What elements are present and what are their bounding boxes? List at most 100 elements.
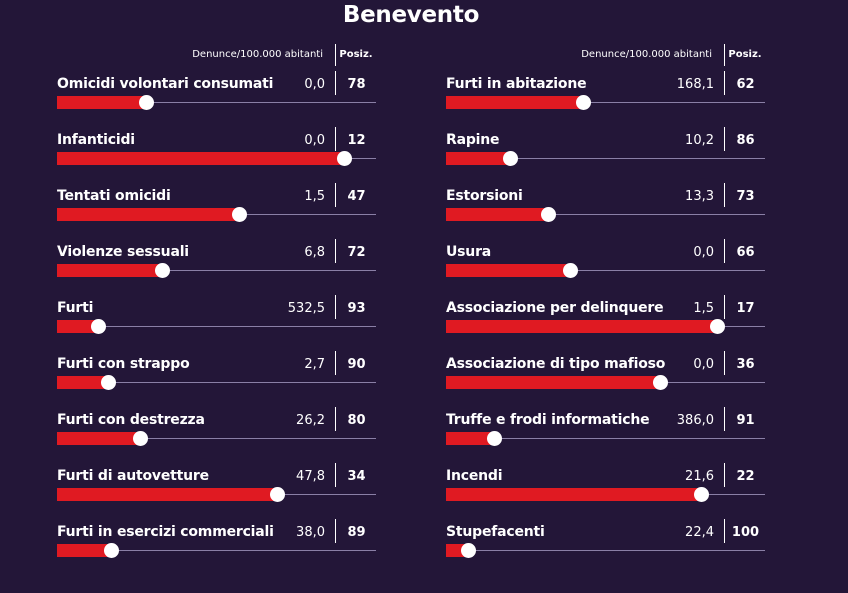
rank-position: 91 xyxy=(736,413,755,428)
crime-label: Furti con destrezza xyxy=(57,412,205,428)
crime-label: Estorsioni xyxy=(446,188,523,204)
rank-position: 17 xyxy=(736,301,755,316)
crime-label: Furti con strappo xyxy=(57,356,190,372)
bar-track xyxy=(57,326,376,327)
rate-value: 21,6 xyxy=(685,469,714,484)
rank-position: 73 xyxy=(736,189,755,204)
rank-position: 66 xyxy=(736,245,755,260)
crime-row: Stupefacenti 22,4 100 xyxy=(446,514,766,570)
rank-position: 90 xyxy=(347,357,366,372)
rate-value: 6,8 xyxy=(304,245,325,260)
value-divider xyxy=(335,239,336,263)
bar-track xyxy=(57,270,376,271)
bar-knob xyxy=(139,95,154,110)
crime-label: Tentati omicidi xyxy=(57,188,171,204)
header-divider xyxy=(335,44,336,66)
rank-position: 47 xyxy=(347,189,366,204)
rank-position: 80 xyxy=(347,413,366,428)
bar-knob xyxy=(576,95,591,110)
bar-fill xyxy=(446,376,660,389)
posiz-header: Posiz. xyxy=(728,49,762,60)
crime-row: Incendi 21,6 22 xyxy=(446,458,766,514)
bar-knob xyxy=(91,319,106,334)
crime-label: Associazione di tipo mafioso xyxy=(446,356,666,372)
bar-fill xyxy=(57,376,108,389)
rank-position: 36 xyxy=(736,357,755,372)
value-divider xyxy=(335,407,336,431)
bar-knob xyxy=(541,207,556,222)
rate-value: 386,0 xyxy=(676,413,714,428)
bar-track xyxy=(57,550,376,551)
value-divider xyxy=(335,463,336,487)
rate-value: 0,0 xyxy=(693,357,714,372)
bar-track xyxy=(57,382,376,383)
denunce-header: Denunce/100.000 abitanti xyxy=(192,49,323,60)
bar-knob xyxy=(104,543,119,558)
value-divider xyxy=(724,183,725,207)
crime-label: Incendi xyxy=(446,468,503,484)
crime-row: Furti di autovetture 47,8 34 xyxy=(57,458,377,514)
rate-value: 532,5 xyxy=(287,301,325,316)
rate-value: 38,0 xyxy=(296,525,325,540)
crime-label: Furti di autovetture xyxy=(57,468,209,484)
bar-knob xyxy=(503,151,518,166)
bar-fill xyxy=(446,320,717,333)
bar-fill xyxy=(446,208,548,221)
value-divider xyxy=(724,407,725,431)
bar-knob xyxy=(461,543,476,558)
bar-knob xyxy=(155,263,170,278)
bar-knob xyxy=(653,375,668,390)
rate-value: 22,4 xyxy=(685,525,714,540)
crime-row: Usura 0,0 66 xyxy=(446,234,766,290)
bar-knob xyxy=(101,375,116,390)
rate-value: 13,3 xyxy=(685,189,714,204)
bar-fill xyxy=(446,488,701,501)
rate-value: 0,0 xyxy=(693,245,714,260)
bar-track xyxy=(446,550,765,551)
crime-row: Infanticidi 0,0 12 xyxy=(57,122,377,178)
crime-row: Rapine 10,2 86 xyxy=(446,122,766,178)
rate-value: 1,5 xyxy=(304,189,325,204)
rank-position: 72 xyxy=(347,245,366,260)
bar-track xyxy=(446,158,765,159)
crime-label: Infanticidi xyxy=(57,132,135,148)
value-divider xyxy=(724,295,725,319)
value-divider xyxy=(724,71,725,95)
bar-fill xyxy=(57,96,146,109)
bar-fill xyxy=(57,320,98,333)
right-rows: Furti in abitazione 168,1 62 Rapine 10,2 86 Es… xyxy=(446,66,766,570)
value-divider xyxy=(724,351,725,375)
rate-value: 26,2 xyxy=(296,413,325,428)
bar-fill xyxy=(57,432,140,445)
bar-knob xyxy=(232,207,247,222)
rank-position: 93 xyxy=(347,301,366,316)
right-column: Denunce/100.000 abitanti Posiz. Furti in… xyxy=(446,44,766,570)
crime-row: Tentati omicidi 1,5 47 xyxy=(57,178,377,234)
crime-label: Stupefacenti xyxy=(446,524,545,540)
posiz-header: Posiz. xyxy=(339,49,373,60)
bar-knob xyxy=(487,431,502,446)
header-divider xyxy=(724,44,725,66)
crime-label: Usura xyxy=(446,244,492,260)
crime-row: Omicidi volontari consumati 0,0 78 xyxy=(57,66,377,122)
rank-position: 78 xyxy=(347,77,366,92)
crime-row: Associazione per delinquere 1,5 17 xyxy=(446,290,766,346)
crime-label: Furti in esercizi commerciali xyxy=(57,524,274,540)
rate-value: 1,5 xyxy=(693,301,714,316)
rate-value: 10,2 xyxy=(685,133,714,148)
denunce-header: Denunce/100.000 abitanti xyxy=(581,49,712,60)
rank-position: 89 xyxy=(347,525,366,540)
rank-position: 12 xyxy=(347,133,366,148)
bar-knob xyxy=(337,151,352,166)
rank-position: 100 xyxy=(731,525,760,540)
bar-fill xyxy=(446,152,510,165)
crime-label: Omicidi volontari consumati xyxy=(57,76,274,92)
value-divider xyxy=(335,295,336,319)
bar-track xyxy=(446,102,765,103)
crime-row: Truffe e frodi informatiche 386,0 91 xyxy=(446,402,766,458)
rate-value: 47,8 xyxy=(296,469,325,484)
bar-track xyxy=(57,102,376,103)
value-divider xyxy=(724,127,725,151)
bar-track xyxy=(446,270,765,271)
value-divider xyxy=(724,239,725,263)
